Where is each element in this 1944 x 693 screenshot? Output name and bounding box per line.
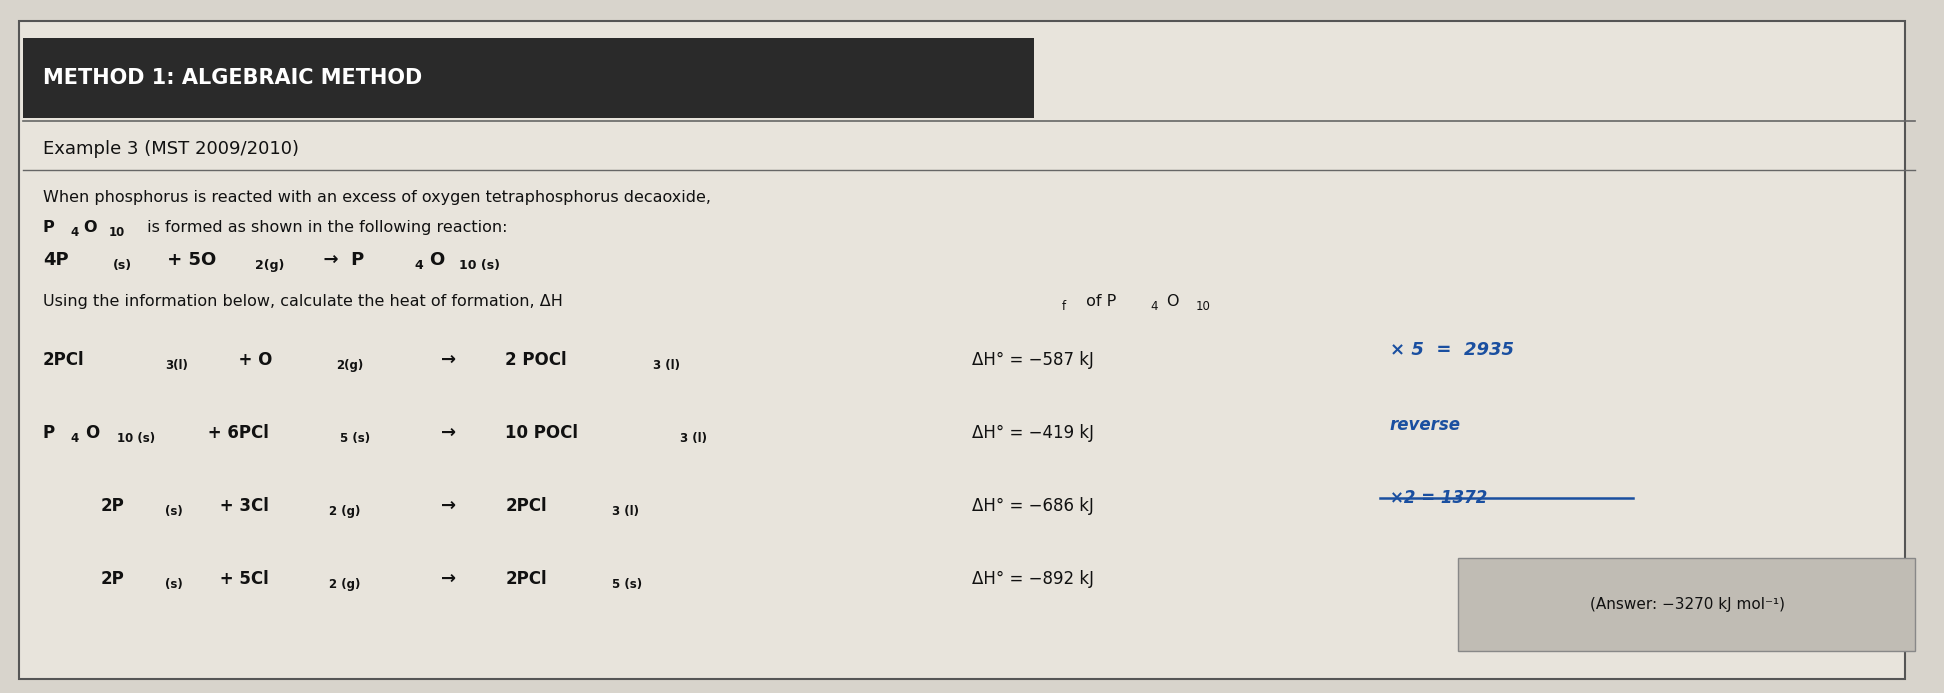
Text: + O: + O [227,351,272,369]
Text: →: → [441,570,457,588]
Text: →  P: → P [311,251,364,269]
Text: 2PCl: 2PCl [505,570,546,588]
Text: Using the information below, calculate the heat of formation, ΔH: Using the information below, calculate t… [43,294,562,309]
Text: →: → [441,497,457,515]
Text: reverse: reverse [1390,416,1462,434]
Text: O: O [84,220,97,235]
Text: O: O [430,251,445,269]
Text: 5 (s): 5 (s) [612,578,642,590]
Text: Example 3 (MST 2009/2010): Example 3 (MST 2009/2010) [43,140,299,158]
Text: 4P: 4P [43,251,68,269]
Text: + 6PCl: + 6PCl [202,424,268,442]
Text: of P: of P [1081,294,1116,309]
Text: 4: 4 [1151,301,1159,313]
Text: P: P [43,424,54,442]
Text: ×2 = 1372: ×2 = 1372 [1390,489,1487,507]
Text: →: → [441,351,457,369]
Text: 2P: 2P [101,570,124,588]
Text: 2(g): 2(g) [336,360,364,372]
Text: 10 POCl: 10 POCl [505,424,579,442]
Text: 5 (s): 5 (s) [340,432,369,445]
Text: 3 (l): 3 (l) [680,432,708,445]
Text: When phosphorus is reacted with an excess of oxygen tetraphosphorus decaoxide,: When phosphorus is reacted with an exces… [43,190,712,205]
Text: ΔH° = −686 kJ: ΔH° = −686 kJ [972,497,1094,515]
Text: 3 (l): 3 (l) [653,360,680,372]
Text: 4: 4 [70,432,78,445]
FancyBboxPatch shape [23,38,1034,118]
Text: 2PCl: 2PCl [43,351,84,369]
Text: 2(g): 2(g) [255,259,284,272]
Text: 10: 10 [1196,301,1211,313]
Text: O: O [86,424,99,442]
Text: 3(l): 3(l) [165,360,189,372]
Text: × 5  =  2935: × 5 = 2935 [1390,341,1514,359]
Text: 3 (l): 3 (l) [612,505,640,518]
Text: ΔH° = −892 kJ: ΔH° = −892 kJ [972,570,1094,588]
Text: (Answer: −3270 kJ mol⁻¹): (Answer: −3270 kJ mol⁻¹) [1590,597,1785,612]
Text: O: O [1166,294,1178,309]
Text: →: → [441,424,457,442]
Text: 2 POCl: 2 POCl [505,351,568,369]
Text: 2P: 2P [101,497,124,515]
Text: 10 (s): 10 (s) [459,259,500,272]
Text: + 5O: + 5O [161,251,216,269]
Text: METHOD 1: ALGEBRAIC METHOD: METHOD 1: ALGEBRAIC METHOD [43,68,422,87]
Text: 2 (g): 2 (g) [329,505,360,518]
Text: ΔH° = −587 kJ: ΔH° = −587 kJ [972,351,1094,369]
Text: 10 (s): 10 (s) [117,432,156,445]
Text: P: P [43,220,54,235]
Text: 4: 4 [70,226,78,238]
Text: 4: 4 [414,259,424,272]
Text: + 3Cl: + 3Cl [214,497,268,515]
Text: is formed as shown in the following reaction:: is formed as shown in the following reac… [142,220,507,235]
FancyBboxPatch shape [1458,558,1915,651]
FancyBboxPatch shape [19,21,1905,679]
Text: (s): (s) [165,505,183,518]
Text: ΔH° = −419 kJ: ΔH° = −419 kJ [972,424,1094,442]
Text: f: f [1061,300,1065,313]
Text: + 5Cl: + 5Cl [214,570,268,588]
Text: 10: 10 [109,226,124,238]
Text: 2PCl: 2PCl [505,497,546,515]
Text: (s): (s) [113,259,132,272]
Text: 2 (g): 2 (g) [329,578,360,590]
Text: (s): (s) [165,578,183,590]
